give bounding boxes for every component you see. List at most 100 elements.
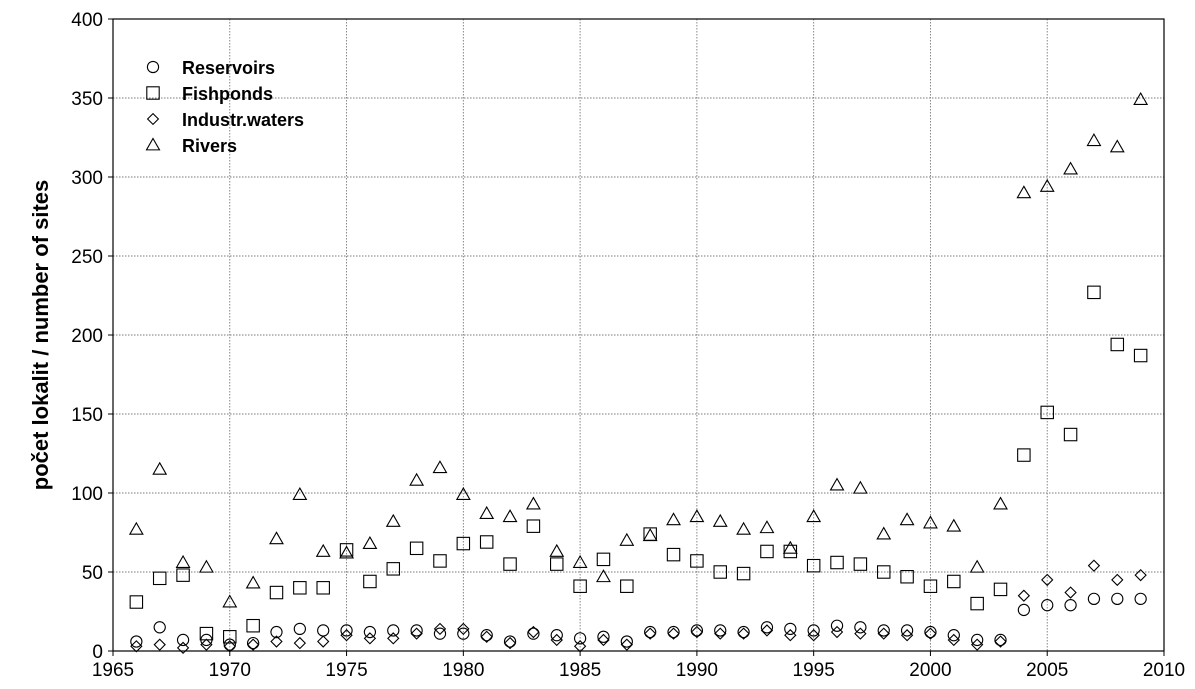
data-point-diamond bbox=[1111, 573, 1124, 587]
data-point-triangle bbox=[736, 521, 752, 535]
data-point-square bbox=[876, 565, 891, 579]
data-point-circle bbox=[971, 633, 984, 647]
data-point-diamond bbox=[807, 629, 820, 642]
data-point-diamond bbox=[900, 629, 914, 642]
data-point-diamond bbox=[760, 624, 774, 637]
data-point-circle bbox=[644, 625, 657, 639]
data-point-square bbox=[853, 557, 868, 571]
y-axis-title: počet lokalit / number of sites bbox=[28, 180, 53, 491]
data-point-square bbox=[947, 574, 961, 589]
data-point-diamond bbox=[270, 635, 283, 648]
data-point-diamond bbox=[480, 630, 493, 643]
data-point-diamond bbox=[714, 627, 727, 640]
data-point-triangle bbox=[362, 535, 378, 549]
data-point-diamond bbox=[1134, 568, 1147, 582]
data-point-triangle bbox=[946, 518, 962, 532]
data-point-circle bbox=[363, 625, 377, 639]
data-point-triangle bbox=[502, 509, 518, 523]
data-point-diamond bbox=[1041, 573, 1054, 587]
grid-lines bbox=[113, 19, 1164, 651]
data-point-circle bbox=[340, 624, 353, 637]
data-point-triangle bbox=[432, 460, 448, 474]
data-point-triangle bbox=[222, 594, 238, 608]
data-point-diamond bbox=[737, 627, 750, 640]
data-point-circle bbox=[1017, 603, 1031, 617]
data-point-square bbox=[713, 565, 727, 579]
data-point-diamond bbox=[246, 638, 260, 651]
x-tick-label: 2010 bbox=[1143, 660, 1185, 681]
data-point-triangle bbox=[198, 559, 214, 573]
data-point-square bbox=[666, 547, 681, 562]
x-tick-label: 1975 bbox=[325, 660, 367, 681]
data-point-square bbox=[479, 535, 494, 549]
x-tick-label: 1990 bbox=[676, 660, 718, 681]
data-point-circle bbox=[480, 629, 493, 642]
data-point-square bbox=[316, 581, 330, 595]
data-point-circle bbox=[293, 622, 306, 636]
legend: Reservoirs Fishponds Industr.waters Rivers bbox=[145, 58, 304, 156]
legend-marker-diamond bbox=[146, 112, 160, 126]
axis-ticks: 1965 1970 1975 1980 1985 1990 1995 2000 2005 2010… bbox=[71, 10, 1185, 681]
data-point-circle bbox=[270, 625, 283, 639]
data-point-square bbox=[246, 618, 260, 633]
data-point-triangle bbox=[385, 513, 401, 527]
data-point-square bbox=[690, 554, 704, 568]
data-point-triangle bbox=[339, 545, 355, 559]
series-rivers bbox=[128, 91, 1149, 608]
data-point-square bbox=[970, 596, 984, 611]
data-point-diamond bbox=[130, 640, 143, 653]
x-tick-label: 2000 bbox=[909, 660, 951, 681]
data-point-diamond bbox=[994, 635, 1007, 648]
data-point-square bbox=[223, 630, 237, 644]
data-point-square bbox=[923, 579, 938, 593]
data-point-square bbox=[830, 555, 844, 570]
data-point-diamond bbox=[293, 636, 307, 650]
data-point-triangle bbox=[1109, 139, 1125, 153]
data-point-circle bbox=[900, 624, 914, 637]
data-point-circle bbox=[830, 619, 844, 632]
y-tick-label: 150 bbox=[71, 405, 103, 426]
data-point-diamond bbox=[970, 638, 984, 651]
y-tick-label: 50 bbox=[82, 563, 103, 584]
data-point-square bbox=[900, 569, 914, 584]
data-point-circle bbox=[737, 625, 750, 639]
data-point-triangle bbox=[899, 512, 915, 526]
x-tick-label: 1965 bbox=[92, 660, 134, 681]
data-point-diamond bbox=[643, 627, 657, 640]
y-tick-label: 350 bbox=[71, 89, 103, 110]
legend-label: Industr.waters bbox=[182, 110, 304, 130]
data-point-triangle bbox=[525, 496, 541, 510]
legend-label: Reservoirs bbox=[182, 58, 275, 78]
data-point-diamond bbox=[1087, 559, 1101, 572]
data-point-circle bbox=[597, 630, 610, 643]
data-point-circle bbox=[387, 624, 400, 637]
data-point-diamond bbox=[1017, 589, 1031, 602]
data-point-square bbox=[526, 519, 541, 533]
data-point-triangle bbox=[759, 520, 775, 534]
data-points bbox=[128, 91, 1149, 655]
data-point-square bbox=[620, 579, 634, 593]
data-point-triangle bbox=[409, 472, 425, 486]
data-point-triangle bbox=[292, 486, 308, 501]
data-point-square bbox=[176, 568, 190, 582]
data-point-square bbox=[129, 595, 144, 609]
data-point-diamond bbox=[363, 632, 377, 645]
data-point-diamond bbox=[503, 636, 517, 650]
y-tick-label: 300 bbox=[71, 168, 103, 189]
data-point-diamond bbox=[527, 625, 540, 639]
data-point-circle bbox=[433, 627, 447, 640]
data-point-diamond bbox=[317, 635, 330, 648]
data-point-square bbox=[1040, 405, 1054, 420]
data-point-square bbox=[736, 566, 751, 581]
legend-label: Rivers bbox=[182, 136, 237, 156]
data-point-diamond bbox=[573, 640, 587, 653]
data-point-square bbox=[152, 571, 167, 586]
data-point-triangle bbox=[876, 526, 892, 540]
data-point-circle bbox=[130, 635, 143, 648]
data-point-square bbox=[1017, 448, 1031, 462]
data-point-triangle bbox=[666, 512, 681, 526]
data-point-square bbox=[806, 558, 821, 573]
data-point-square bbox=[199, 626, 214, 641]
data-point-square bbox=[1110, 337, 1125, 352]
